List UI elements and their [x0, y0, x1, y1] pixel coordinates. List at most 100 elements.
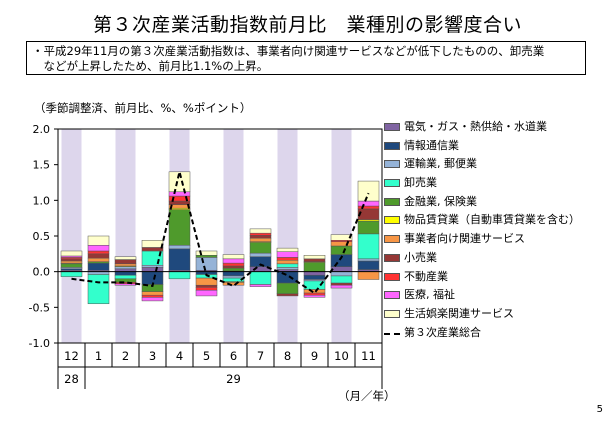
legend-item: 物品賃貸業（自動車賃貸業を含む）: [384, 211, 606, 230]
bar-segment: [60, 258, 83, 262]
legend-label: 運輸業, 郵便業: [404, 157, 477, 171]
legend-swatch: [384, 309, 400, 318]
legend-label: 事業者向け関連サービス: [404, 232, 525, 246]
legend-swatch: [384, 291, 400, 300]
bar-segment: [330, 266, 353, 272]
bar-segment: [276, 271, 299, 284]
bar-segment: [357, 260, 380, 270]
bar-segment: [330, 275, 353, 284]
x-tick-label: 9: [311, 349, 318, 363]
legend-label: 第３次産業総合: [404, 325, 481, 339]
bar-segment: [114, 256, 137, 260]
x-tick-label: 4: [176, 349, 183, 363]
bar-segment: [276, 267, 299, 270]
x-tick-label: 2: [122, 349, 129, 363]
column-highlight: [223, 129, 244, 343]
y-tick-label: 1.5: [33, 159, 51, 172]
bar-segment: [114, 259, 137, 265]
bar-segment: [330, 234, 353, 241]
column-highlight: [277, 129, 298, 343]
bar-segment: [114, 278, 137, 283]
bar-segment: [195, 284, 218, 288]
legend-item: 生活娯楽関連サービス: [384, 305, 606, 324]
bar-segment: [60, 250, 83, 257]
bar-segment: [276, 257, 299, 261]
x-axis-unit-label: （月／年）: [338, 389, 396, 403]
x-tick-label: 8: [284, 349, 291, 363]
legend-item: 運輸業, 郵便業: [384, 155, 606, 174]
x-year-label: 29: [226, 372, 241, 386]
bar-segment: [303, 271, 326, 276]
bar-segment: [168, 245, 191, 250]
bar-segment: [60, 271, 83, 277]
bar-segment: [222, 282, 245, 286]
legend-label: 物品賃貸業（自動車賃貸業を含む）: [404, 213, 580, 227]
legend-item: 卸売業: [384, 174, 606, 193]
bar-segment: [60, 260, 83, 264]
x-tick-label: 3: [149, 349, 156, 363]
bar-segment: [60, 263, 83, 268]
legend-label: 電気・ガス・熱供給・水道業: [404, 120, 547, 133]
unit-label: （季節調整済、前月比、%、%ポイント）: [34, 101, 252, 115]
bar-segment: [87, 257, 110, 262]
bar-segment: [276, 282, 299, 295]
legend-swatch: [384, 141, 400, 150]
bar-segment: [249, 252, 272, 257]
legend-label: 卸売業: [404, 176, 437, 190]
legend-swatch: [384, 253, 400, 262]
bar-segment: [195, 289, 218, 297]
bar-segment: [276, 260, 299, 265]
legend-line-swatch: [384, 332, 400, 335]
bar-segment: [114, 266, 137, 270]
legend-label: 生活娯楽関連サービス: [404, 306, 514, 320]
bar-segment: [357, 200, 380, 207]
x-tick-label: 1: [95, 349, 102, 363]
bar-segment: [168, 209, 191, 246]
y-tick-label: -1.0: [29, 337, 50, 350]
bar-segment: [87, 274, 110, 305]
legend-label: 不動産業: [404, 269, 448, 283]
x-tick-label: 6: [230, 349, 237, 363]
bar-segment: [222, 265, 245, 269]
bar-segment: [330, 245, 353, 255]
bar-segment: [330, 284, 353, 289]
bar-segment: [303, 294, 326, 298]
bar-segment: [357, 258, 380, 262]
bar-segment: [249, 237, 272, 242]
x-tick-label: 7: [257, 349, 264, 363]
y-tick-label: 0.0: [33, 266, 51, 279]
bar-segment: [195, 255, 218, 258]
legend-swatch: [384, 160, 400, 169]
bar-segment: [222, 258, 245, 264]
bar-segment: [357, 271, 380, 280]
bar-segment: [222, 267, 245, 272]
bar-segment: [303, 274, 326, 280]
bar-segment: [87, 235, 110, 246]
bar-segment: [168, 271, 191, 280]
bar-segment: [357, 208, 380, 220]
legend-swatch: [384, 216, 400, 225]
bar-segment: [303, 289, 326, 294]
legend-item: 情報通信業: [384, 137, 606, 156]
bar-segment: [330, 282, 353, 286]
bar-segment: [249, 271, 272, 285]
column-highlight: [61, 129, 82, 343]
x-year-label: 28: [64, 372, 79, 386]
bar-segment: [141, 291, 164, 296]
bar-segment: [357, 180, 380, 202]
bar-segment: [303, 255, 326, 260]
y-tick-label: 2.0: [33, 123, 51, 136]
legend-label: 金融業, 保険業: [404, 194, 477, 208]
bar-segment: [141, 240, 164, 248]
bar-segment: [87, 262, 110, 271]
summary-note-line-1: ・平成29年11月の第３次産業活動指数は、事業者向け関連サービスなどが低下したも…: [32, 44, 545, 58]
legend-swatch: [384, 197, 400, 206]
legend-label: 医療, 福祉: [404, 288, 455, 302]
bar-segment: [168, 248, 191, 271]
legend-item: 金融業, 保険業: [384, 193, 606, 212]
summary-note: ・平成29年11月の第３次産業活動指数は、事業者向け関連サービスなどが低下したも…: [26, 41, 586, 75]
bar-segment: [276, 293, 299, 297]
x-tick-label: 10: [334, 349, 349, 363]
legend-swatch: [384, 272, 400, 281]
bar-segment: [303, 292, 326, 296]
